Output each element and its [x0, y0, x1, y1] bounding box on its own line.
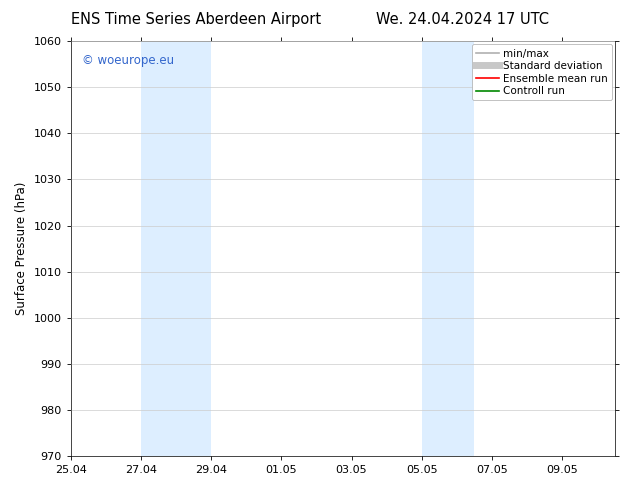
Legend: min/max, Standard deviation, Ensemble mean run, Controll run: min/max, Standard deviation, Ensemble me…: [472, 44, 612, 100]
Text: ENS Time Series Aberdeen Airport: ENS Time Series Aberdeen Airport: [72, 12, 321, 27]
Bar: [422, 41, 474, 456]
Y-axis label: Surface Pressure (hPa): Surface Pressure (hPa): [15, 182, 28, 315]
Text: © woeurope.eu: © woeurope.eu: [82, 54, 174, 67]
Text: We. 24.04.2024 17 UTC: We. 24.04.2024 17 UTC: [377, 12, 549, 27]
Bar: [141, 41, 211, 456]
